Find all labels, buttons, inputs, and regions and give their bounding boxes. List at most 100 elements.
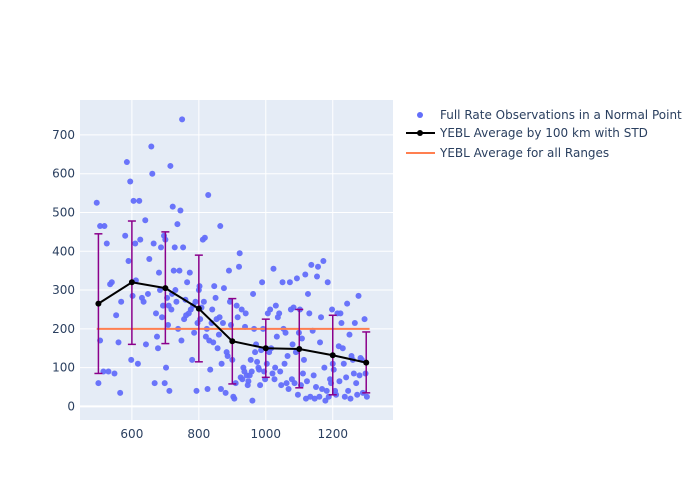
- scatter-point: [108, 279, 115, 286]
- scatter-point: [324, 279, 331, 286]
- scatter-point: [217, 223, 224, 230]
- scatter-point: [338, 320, 345, 327]
- scatter-point: [317, 339, 324, 346]
- scatter-point: [212, 294, 219, 301]
- scatter-point: [289, 341, 296, 348]
- scatter-point: [169, 203, 176, 210]
- scatter-point: [125, 257, 132, 264]
- scatter-point: [134, 360, 141, 367]
- scatter-point: [298, 335, 305, 342]
- scatter-point: [130, 197, 137, 204]
- scatter-point: [231, 395, 238, 402]
- scatter-point: [97, 223, 104, 230]
- scatter-point: [191, 329, 198, 336]
- scatter-point: [192, 298, 199, 305]
- scatter-point: [339, 345, 346, 352]
- scatter-point: [285, 385, 292, 392]
- scatter-point: [245, 378, 252, 385]
- y-tick-label: 500: [52, 205, 75, 219]
- legend-label-overall-average: YEBL Average for all Ranges: [439, 146, 609, 160]
- scatter-point: [136, 197, 143, 204]
- scatter-point: [128, 356, 135, 363]
- scatter-point: [176, 267, 183, 274]
- scatter-point: [345, 387, 352, 394]
- scatter-point: [354, 391, 361, 398]
- scatter-point: [118, 298, 125, 305]
- average-point: [296, 346, 303, 353]
- scatter-point: [149, 170, 156, 177]
- scatter-point: [291, 380, 298, 387]
- scatter-point: [344, 300, 351, 307]
- legend-marker-average-point: [417, 130, 423, 136]
- scatter-point: [346, 331, 353, 338]
- scatter-point: [272, 302, 279, 309]
- scatter-point: [310, 372, 317, 379]
- scatter-point: [163, 364, 170, 371]
- scatter-point: [148, 143, 155, 150]
- x-tick-label: 1200: [317, 427, 348, 441]
- scatter-point: [249, 397, 256, 404]
- y-tick-label: 600: [52, 167, 75, 181]
- scatter-point: [250, 290, 257, 297]
- scatter-point: [216, 314, 223, 321]
- average-point: [95, 300, 102, 307]
- scatter-point: [156, 269, 163, 276]
- scatter-point: [158, 244, 165, 251]
- scatter-point: [341, 393, 348, 400]
- average-point: [195, 305, 202, 312]
- scatter-point: [254, 358, 261, 365]
- scatter-point: [95, 380, 102, 387]
- scatter-point: [276, 310, 283, 317]
- scatter-point: [111, 370, 118, 377]
- scatter-point: [273, 333, 280, 340]
- scatter-point: [281, 360, 288, 367]
- scatter-point: [336, 378, 343, 385]
- scatter-point: [207, 366, 214, 373]
- average-line-series: [95, 279, 370, 366]
- legend: Full Rate Observations in a Normal Point…: [406, 108, 682, 160]
- scatter-point: [283, 380, 290, 387]
- scatter-point: [363, 393, 370, 400]
- scatter-point: [236, 250, 243, 257]
- legend-marker-scatter: [417, 112, 423, 118]
- scatter-point: [222, 389, 229, 396]
- scatter-point: [160, 302, 167, 309]
- scatter-point: [154, 345, 161, 352]
- scatter-point: [170, 267, 177, 274]
- scatter-point: [353, 380, 360, 387]
- scatter-point: [167, 162, 174, 169]
- scatter-point: [355, 292, 362, 299]
- scatter-point: [316, 393, 323, 400]
- scatter-point: [150, 240, 157, 247]
- scatter-point: [202, 333, 209, 340]
- average-point: [128, 279, 135, 286]
- scatter-point: [321, 364, 328, 371]
- scatter-point: [215, 331, 222, 338]
- scatter-point: [290, 304, 297, 311]
- scatter-point: [224, 353, 231, 359]
- y-tick-label: 100: [52, 361, 75, 375]
- scatter-point: [127, 178, 134, 185]
- scatter-point: [101, 223, 108, 230]
- scatter-point: [259, 279, 266, 286]
- scatter-point: [247, 356, 254, 363]
- scatter-point: [210, 339, 217, 346]
- scatter-point: [267, 306, 274, 313]
- scatter-point: [140, 298, 147, 305]
- scatter-point: [278, 382, 285, 389]
- scatter-point: [184, 279, 191, 286]
- scatter-point: [172, 287, 179, 294]
- scatter-point: [115, 339, 122, 346]
- scatter-point: [257, 382, 264, 389]
- scatter-point: [227, 321, 234, 328]
- legend-label-average-line: YEBL Average by 100 km with STD: [439, 126, 648, 140]
- y-tick-label: 300: [52, 283, 75, 297]
- scatter-point: [211, 283, 218, 290]
- scatter-point: [209, 306, 216, 313]
- scatter-point: [201, 234, 208, 241]
- scatter-point: [350, 370, 357, 377]
- scatter-point: [286, 279, 293, 286]
- scatter-point: [263, 360, 270, 367]
- scatter-point: [117, 389, 124, 396]
- average-point: [162, 285, 169, 292]
